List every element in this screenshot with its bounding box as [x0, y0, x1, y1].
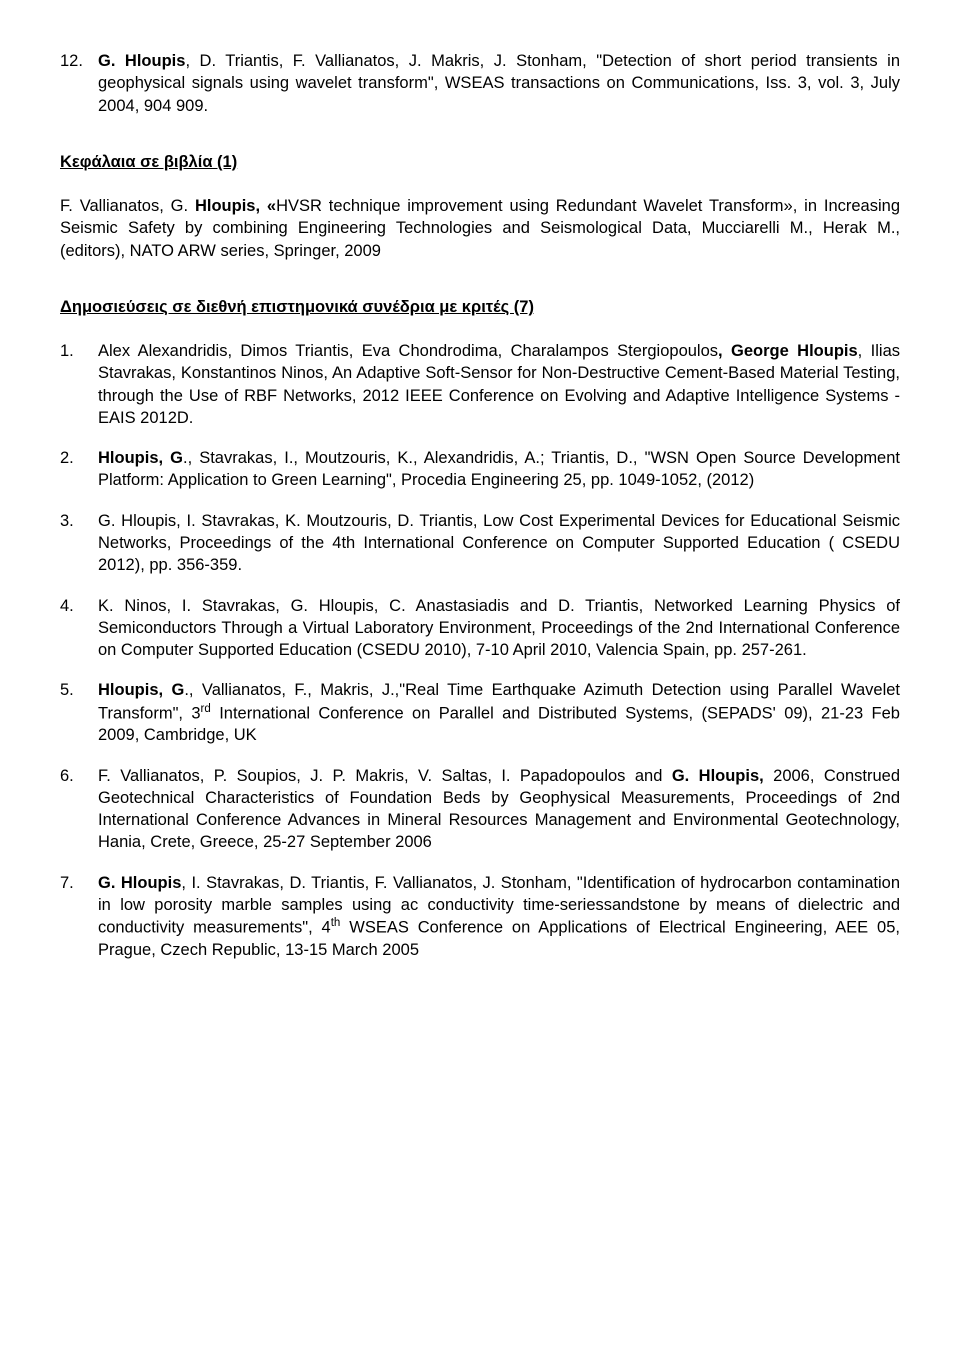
conf-text-bold: G. Hloupis,	[672, 767, 764, 785]
conf-number: 3.	[60, 510, 98, 577]
conference-item: 1.Alex Alexandridis, Dimos Triantis, Eva…	[60, 340, 900, 429]
ref-body: G. Hloupis, D. Triantis, F. Vallianatos,…	[98, 50, 900, 117]
section-heading-conference-pubs: Δημοσιεύσεις σε διεθνή επιστημονικά συνέ…	[60, 296, 900, 318]
bc-pre: F. Vallianatos, G.	[60, 197, 195, 215]
conf-number: 2.	[60, 447, 98, 492]
conf-body: K. Ninos, I. Stavrakas, G. Hloupis, C. A…	[98, 595, 900, 662]
conf-text-bold: Hloupis, G	[98, 449, 183, 467]
conf-body: G. Hloupis, I. Stavrakas, K. Moutzouris,…	[98, 510, 900, 577]
conf-text: G. Hloupis, I. Stavrakas, K. Moutzouris,…	[98, 512, 900, 575]
conf-number: 1.	[60, 340, 98, 429]
conference-item: 4.K. Ninos, I. Stavrakas, G. Hloupis, C.…	[60, 595, 900, 662]
conference-list: 1.Alex Alexandridis, Dimos Triantis, Eva…	[60, 340, 900, 961]
conf-number: 5.	[60, 679, 98, 746]
conf-text: ., Stavrakas, I., Moutzouris, K., Alexan…	[98, 449, 900, 489]
conf-text-sup: th	[331, 917, 341, 929]
bc-bold: Hloupis, «	[195, 197, 276, 215]
ref-rest: , D. Triantis, F. Vallianatos, J. Makris…	[98, 52, 900, 115]
conf-body: G. Hloupis, I. Stavrakas, D. Triantis, F…	[98, 872, 900, 962]
conf-text-bold: Hloupis, G	[98, 681, 184, 699]
conference-item: 2.Hloupis, G., Stavrakas, I., Moutzouris…	[60, 447, 900, 492]
conference-item: 3.G. Hloupis, I. Stavrakas, K. Moutzouri…	[60, 510, 900, 577]
book-chapter-entry: F. Vallianatos, G. Hloupis, «HVSR techni…	[60, 195, 900, 262]
section-heading-book-chapters: Κεφάλαια σε βιβλία (1)	[60, 151, 900, 173]
conf-number: 7.	[60, 872, 98, 962]
conference-item: 5. Hloupis, G., Vallianatos, F., Makris,…	[60, 679, 900, 746]
conf-text-sup: rd	[201, 703, 211, 715]
conf-text: F. Vallianatos, P. Soupios, J. P. Makris…	[98, 767, 672, 785]
conf-text: International Conference on Parallel and…	[98, 704, 900, 744]
conf-body: Hloupis, G., Vallianatos, F., Makris, J.…	[98, 679, 900, 746]
ref-author-bold: G. Hloupis	[98, 52, 185, 70]
reference-item-12: 12. G. Hloupis, D. Triantis, F. Valliana…	[60, 50, 900, 117]
conf-body: Hloupis, G., Stavrakas, I., Moutzouris, …	[98, 447, 900, 492]
conference-item: 7. G. Hloupis, I. Stavrakas, D. Triantis…	[60, 872, 900, 962]
conf-text-bold: ,	[718, 342, 731, 360]
conference-item: 6. F. Vallianatos, P. Soupios, J. P. Mak…	[60, 765, 900, 854]
conf-text-bold: George Hloupis	[731, 342, 858, 360]
ref-number: 12.	[60, 50, 98, 117]
conf-text: K. Ninos, I. Stavrakas, G. Hloupis, C. A…	[98, 597, 900, 660]
conf-text: Alex Alexandridis, Dimos Triantis, Eva C…	[98, 342, 718, 360]
conf-body: Alex Alexandridis, Dimos Triantis, Eva C…	[98, 340, 900, 429]
conf-text-bold: G. Hloupis	[98, 874, 181, 892]
conf-number: 6.	[60, 765, 98, 854]
conf-number: 4.	[60, 595, 98, 662]
conf-body: F. Vallianatos, P. Soupios, J. P. Makris…	[98, 765, 900, 854]
